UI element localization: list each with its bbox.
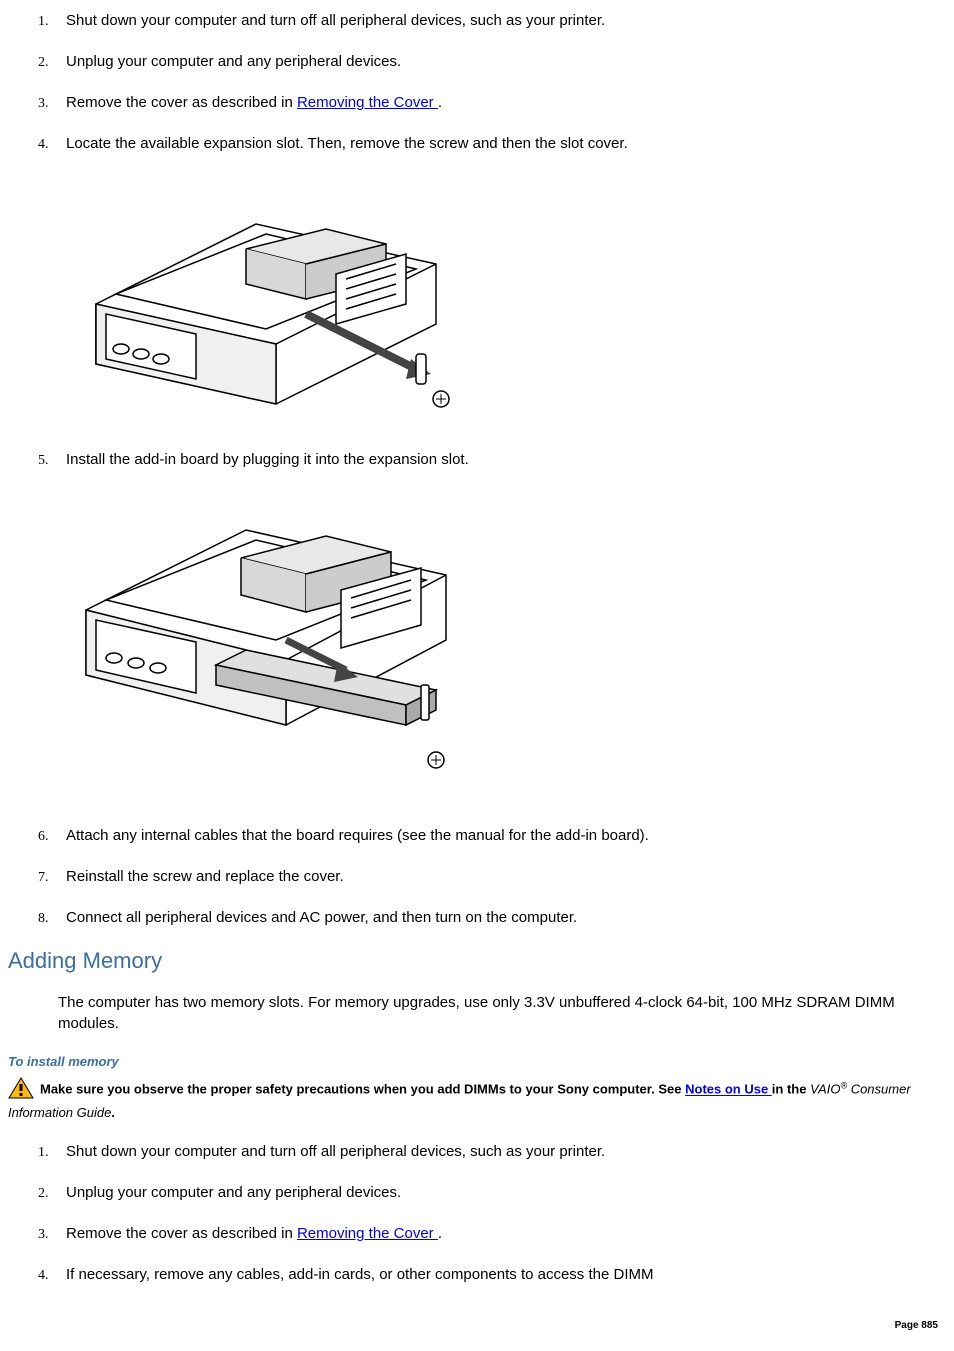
step-item: Connect all peripheral devices and AC po… <box>8 907 946 928</box>
section-heading: Adding Memory <box>8 948 946 974</box>
step-item: Unplug your computer and any peripheral … <box>8 51 946 72</box>
step-item: Attach any internal cables that the boar… <box>8 825 946 846</box>
step-text: Attach any internal cables that the boar… <box>66 827 649 844</box>
step-text: Locate the available expansion slot. The… <box>66 135 628 152</box>
steps-list-1: Shut down your computer and turn off all… <box>8 10 946 154</box>
step-item: Install the add-in board by plugging it … <box>8 449 946 470</box>
step-item: Remove the cover as described in Removin… <box>8 1223 946 1244</box>
step-text: Shut down your computer and turn off all… <box>66 1143 605 1160</box>
steps-list-2: Attach any internal cables that the boar… <box>8 825 946 928</box>
warning-suffix: . <box>111 1105 115 1120</box>
step-item: If necessary, remove any cables, add-in … <box>8 1264 946 1285</box>
figure-remove-slot-cover <box>8 174 946 414</box>
warning-mid: in the <box>772 1082 810 1097</box>
removing-cover-link[interactable]: Removing the Cover <box>297 94 438 111</box>
memory-intro-text: The computer has two memory slots. For m… <box>8 992 946 1034</box>
step-text: If necessary, remove any cables, add-in … <box>66 1266 653 1283</box>
steps-list-memory: Shut down your computer and turn off all… <box>8 1141 946 1285</box>
removing-cover-link-2[interactable]: Removing the Cover <box>297 1225 438 1242</box>
notes-on-use-link[interactable]: Notes on Use <box>685 1082 772 1097</box>
warning-prefix: Make sure you observe the proper safety … <box>40 1082 685 1097</box>
step-suffix: . <box>438 1225 442 1242</box>
steps-list-mid: Install the add-in board by plugging it … <box>8 449 946 470</box>
step-text: Shut down your computer and turn off all… <box>66 12 605 29</box>
step-text: Reinstall the screw and replace the cove… <box>66 868 344 885</box>
sub-heading: To install memory <box>8 1054 946 1069</box>
warning-italic-prefix: VAIO <box>810 1082 840 1097</box>
step-text: Unplug your computer and any peripheral … <box>66 1184 401 1201</box>
step-item: Locate the available expansion slot. The… <box>8 133 946 154</box>
figure-install-board <box>8 490 946 790</box>
warning-block: Make sure you observe the proper safety … <box>8 1077 946 1121</box>
step-item: Shut down your computer and turn off all… <box>8 1141 946 1162</box>
step-item: Reinstall the screw and replace the cove… <box>8 866 946 887</box>
step-text: Unplug your computer and any peripheral … <box>66 53 401 70</box>
step-suffix: . <box>438 94 442 111</box>
warning-icon <box>8 1077 34 1104</box>
page-number: Page 885 <box>895 1320 938 1331</box>
step-prefix: Remove the cover as described in <box>66 1225 297 1242</box>
step-item: Remove the cover as described in Removin… <box>8 92 946 113</box>
step-text: Connect all peripheral devices and AC po… <box>66 909 577 926</box>
step-item: Shut down your computer and turn off all… <box>8 10 946 31</box>
step-prefix: Remove the cover as described in <box>66 94 297 111</box>
step-text: Install the add-in board by plugging it … <box>66 451 469 468</box>
step-item: Unplug your computer and any peripheral … <box>8 1182 946 1203</box>
